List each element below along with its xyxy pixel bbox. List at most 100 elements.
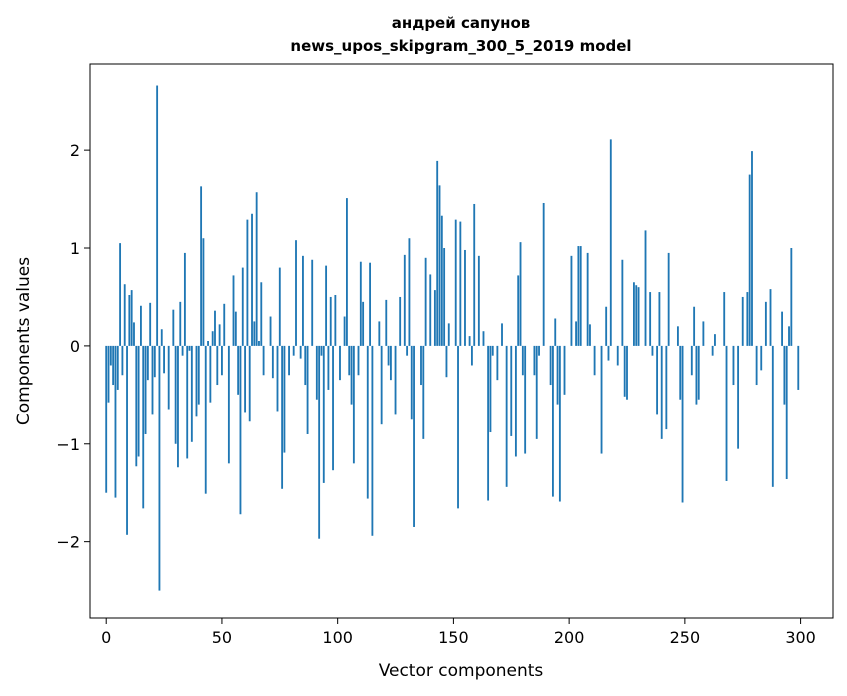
bar-68	[262, 345, 265, 376]
chart-title: андрей сапунов	[392, 14, 531, 32]
bar-243	[667, 252, 670, 346]
bar-55	[232, 275, 235, 346]
bar-293	[783, 345, 786, 405]
bar-9	[126, 345, 128, 535]
bar-292	[781, 311, 783, 346]
bar-8	[123, 284, 126, 346]
bar-85	[302, 255, 304, 346]
bar-10	[128, 295, 131, 346]
bar-7	[121, 345, 124, 376]
bar-166	[489, 345, 492, 433]
bar-123	[389, 345, 392, 381]
x-tick-label: 150	[438, 628, 469, 647]
bar-193	[552, 345, 554, 497]
bar-208	[586, 252, 589, 346]
bar-247	[676, 326, 679, 346]
bar-279	[751, 151, 753, 346]
bar-21	[153, 345, 156, 378]
x-tick-label: 50	[212, 628, 232, 647]
bar-218	[609, 139, 612, 346]
bar-136	[420, 345, 422, 386]
x-tick-label: 250	[670, 628, 701, 647]
bar-16	[142, 345, 145, 509]
bar-127	[399, 296, 402, 346]
bar-256	[697, 345, 700, 400]
bar-56	[234, 311, 237, 346]
bar-40	[197, 345, 200, 405]
bar-144	[438, 185, 441, 346]
bar-167	[491, 345, 494, 356]
bar-161	[477, 255, 480, 346]
bar-114	[369, 262, 371, 346]
plot-area	[90, 64, 833, 618]
bar-223	[621, 259, 624, 346]
bar-262	[711, 345, 714, 356]
bar-94	[322, 345, 325, 483]
bar-53	[227, 345, 230, 464]
bar-146	[443, 248, 446, 346]
bar-129	[403, 254, 406, 346]
bar-122	[387, 345, 390, 366]
bar-267	[723, 292, 726, 346]
bar-18	[146, 345, 149, 381]
bar-51	[223, 303, 226, 346]
bar-98	[332, 345, 334, 471]
bar-158	[470, 345, 473, 366]
bar-81	[292, 345, 295, 356]
bar-268	[725, 345, 728, 481]
bar-3	[112, 345, 115, 386]
bar-12	[133, 322, 135, 346]
bar-275	[741, 296, 744, 346]
bar-238	[656, 345, 659, 415]
bar-72	[271, 345, 274, 379]
bar-4	[114, 345, 117, 498]
bar-77	[283, 345, 286, 453]
bar-240	[660, 345, 663, 439]
bar-43	[204, 345, 207, 494]
bar-195	[556, 345, 559, 405]
bar-185	[533, 345, 536, 376]
bar-101	[339, 345, 341, 381]
bar-239	[658, 292, 661, 346]
bar-203	[575, 321, 577, 346]
bar-109	[357, 345, 360, 376]
bar-2	[109, 345, 112, 366]
bar-233	[644, 230, 647, 346]
bar-46	[211, 331, 214, 346]
x-tick-label: 300	[785, 628, 816, 647]
bar-91	[315, 345, 318, 400]
bar-263	[714, 334, 716, 346]
bar-17	[144, 345, 147, 434]
bar-34	[183, 252, 186, 346]
x-axis-label: Vector components	[379, 661, 544, 681]
bar-281	[755, 345, 758, 386]
bar-140	[429, 274, 432, 346]
bar-75	[278, 267, 281, 346]
bar-287	[769, 289, 772, 346]
bar-97	[329, 296, 332, 346]
bar-131	[408, 238, 411, 346]
bar-294	[785, 345, 788, 480]
bar-155	[464, 249, 466, 346]
bar-288	[771, 345, 774, 487]
bar-110	[359, 261, 362, 346]
bar-1	[107, 345, 110, 403]
bars-group	[105, 85, 800, 591]
bar-211	[593, 345, 596, 376]
bar-187	[538, 345, 540, 356]
chart-subtitle: news_upos_skipgram_300_5_2019 model	[290, 37, 631, 55]
bar-163	[482, 331, 485, 346]
bar-63	[251, 213, 253, 346]
bar-171	[501, 323, 503, 346]
bar-87	[306, 345, 309, 434]
bar-89	[311, 259, 314, 346]
bar-25	[163, 345, 165, 374]
bar-111	[362, 301, 365, 346]
bar-253	[690, 345, 693, 376]
bar-225	[626, 345, 628, 400]
y-axis-label: Components values	[14, 257, 34, 425]
bar-79	[288, 345, 290, 376]
bar-221	[616, 345, 619, 366]
bar-159	[473, 203, 476, 346]
